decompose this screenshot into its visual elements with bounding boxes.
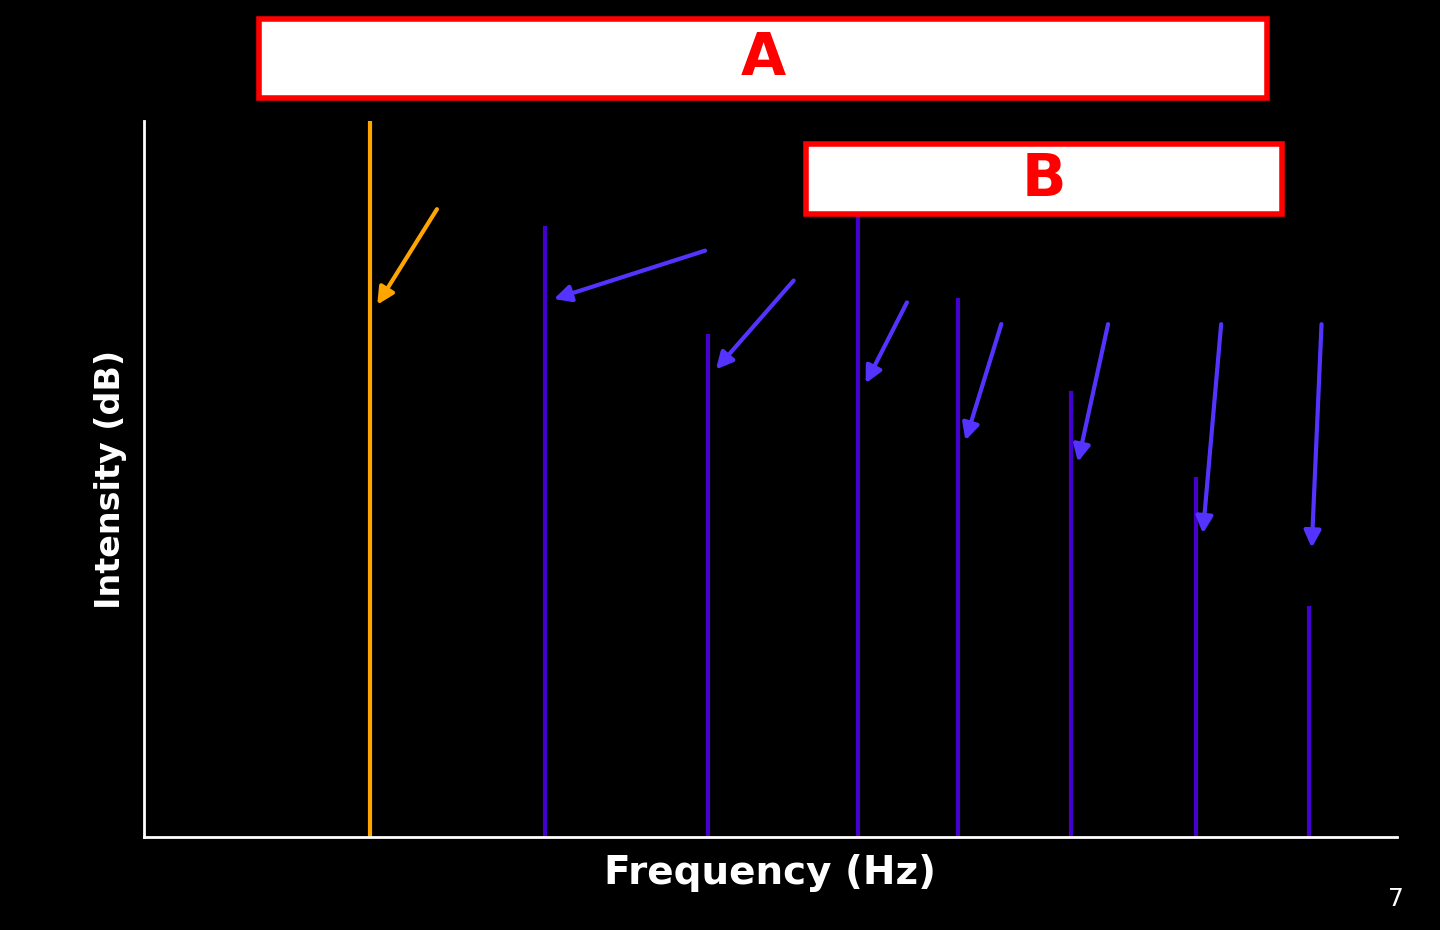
Text: B: B xyxy=(1022,151,1066,207)
Text: A: A xyxy=(740,30,786,86)
X-axis label: Frequency (Hz): Frequency (Hz) xyxy=(605,854,936,892)
Y-axis label: Intensity (dB): Intensity (dB) xyxy=(95,350,127,608)
Text: 7: 7 xyxy=(1388,887,1404,911)
